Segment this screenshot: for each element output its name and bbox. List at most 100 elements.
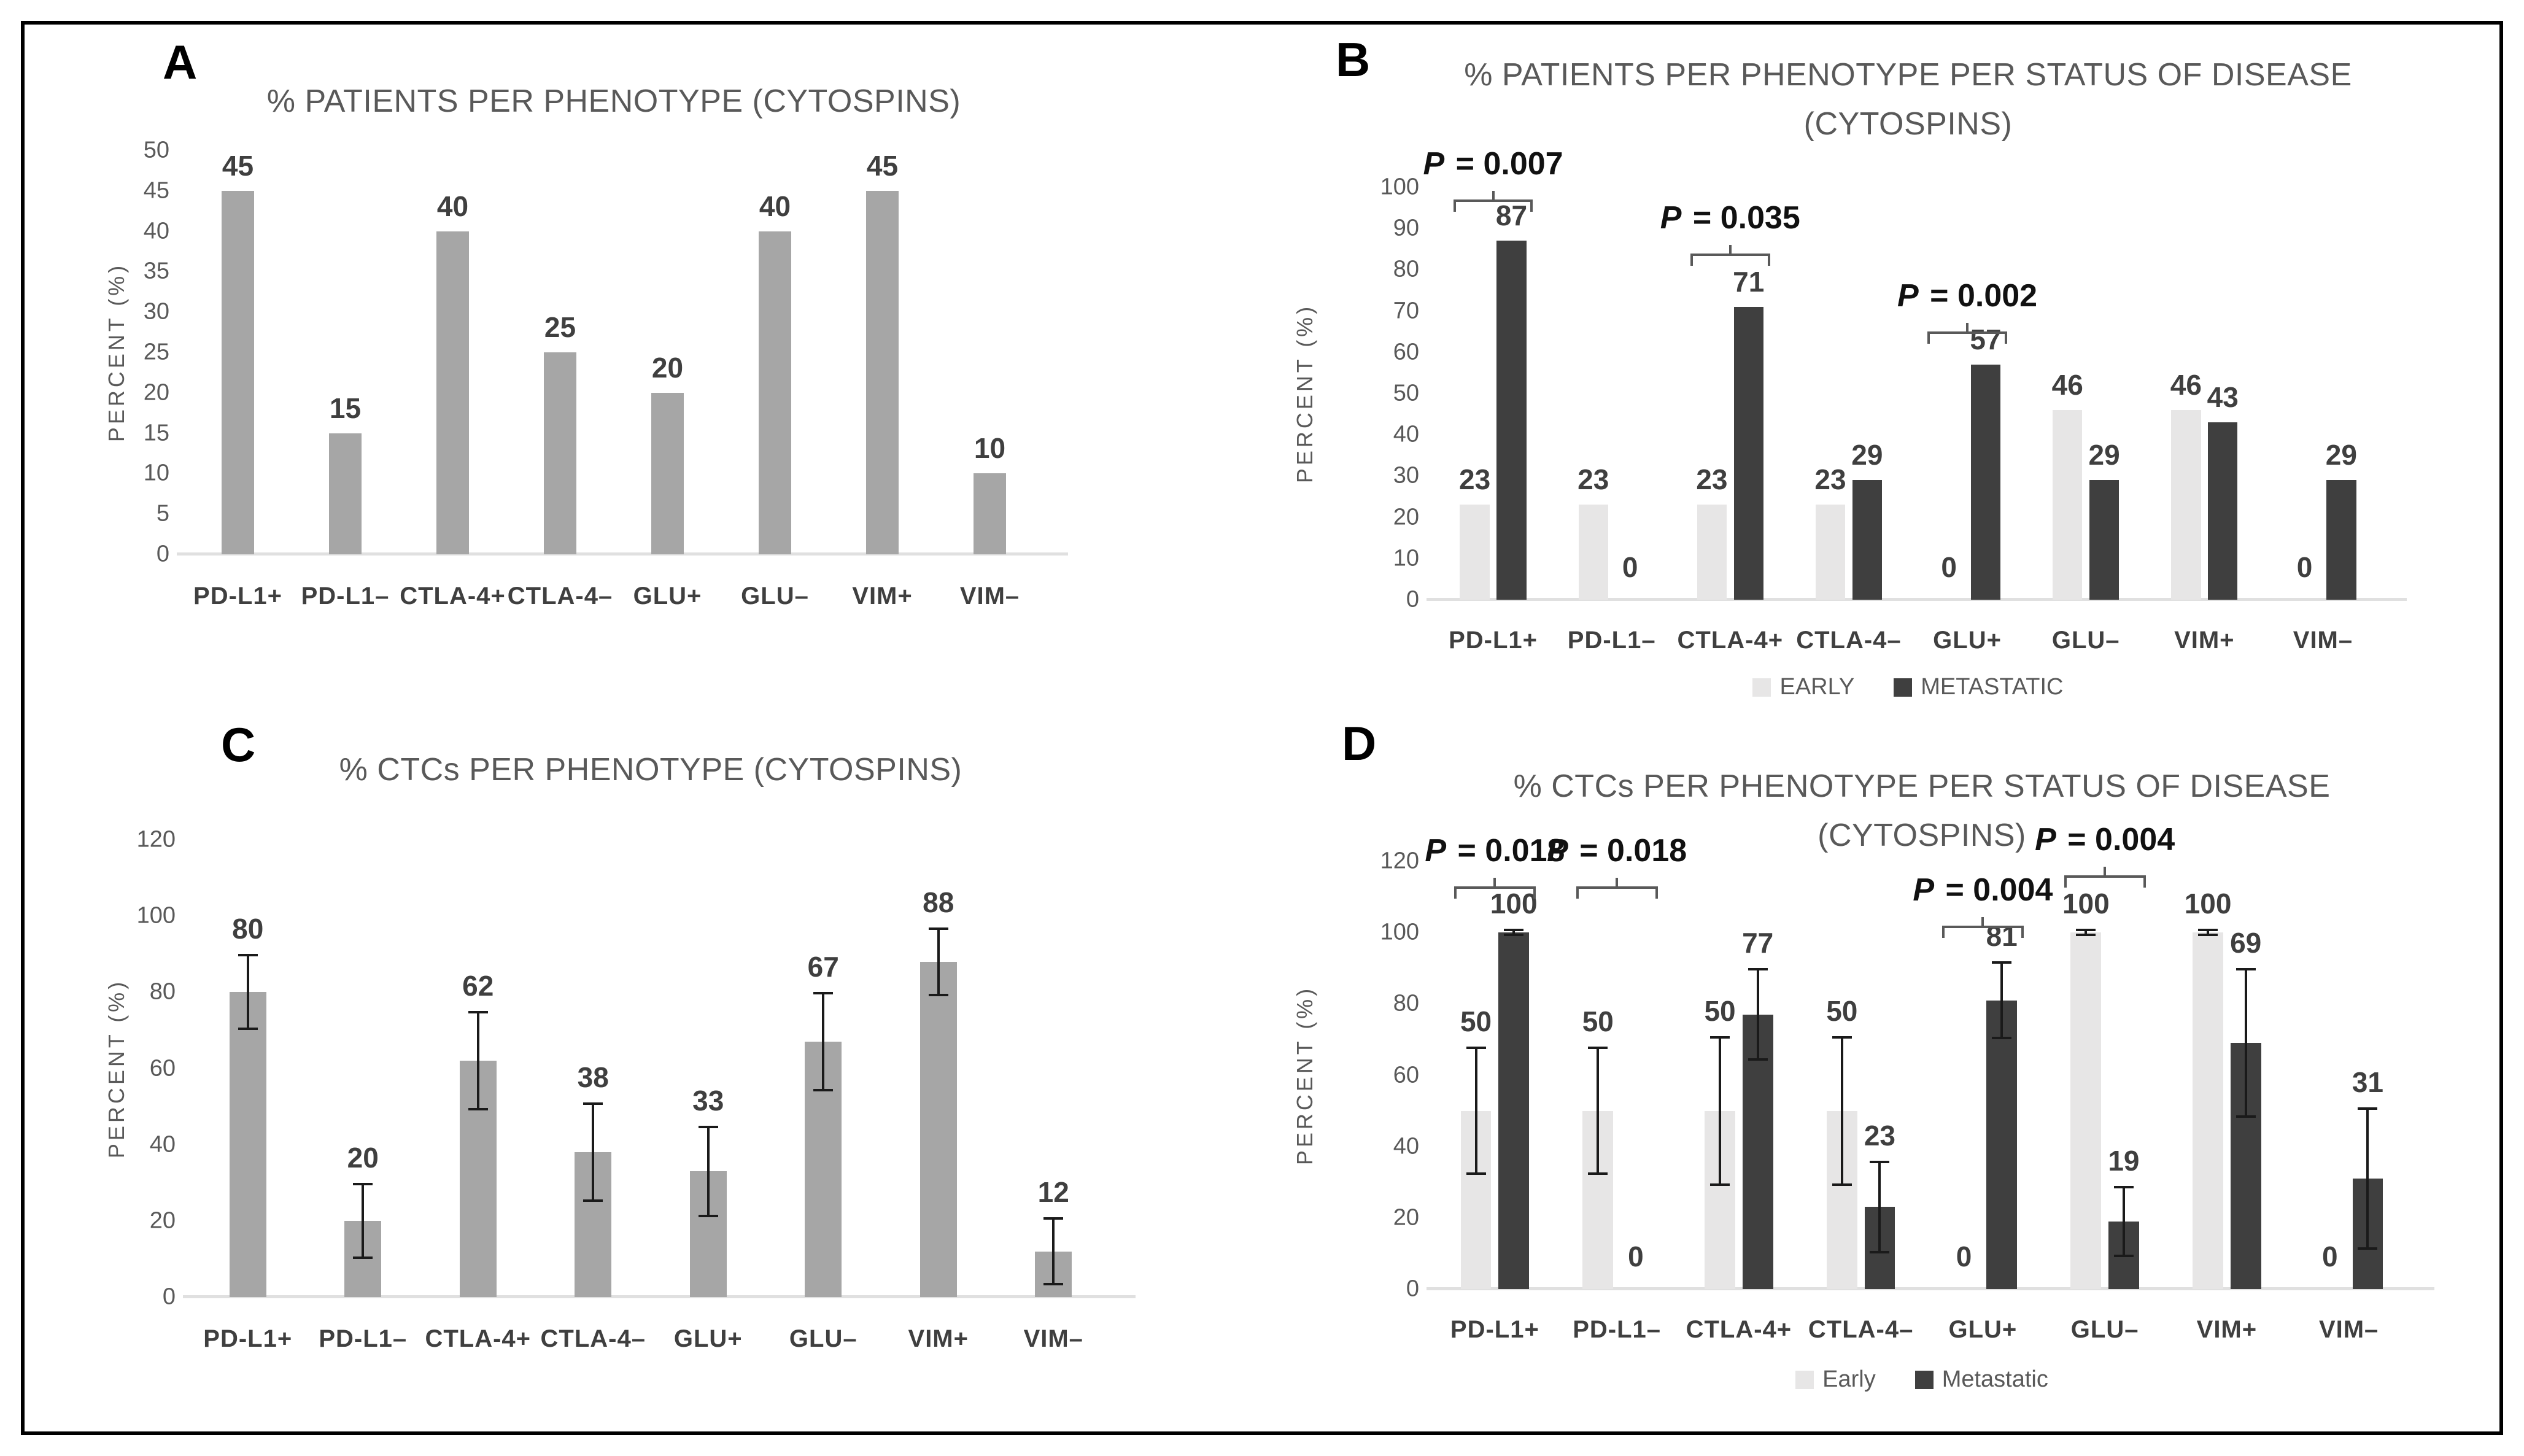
x-tick-label: VIM+ xyxy=(908,1325,969,1352)
panel-letter-a: A xyxy=(163,35,198,89)
bar-metastatic xyxy=(1852,480,1882,600)
bar-early xyxy=(2171,409,2201,600)
y-tick-label: 40 xyxy=(149,1131,176,1158)
bar-early xyxy=(1460,505,1490,600)
value-label: 29 xyxy=(2325,439,2357,471)
legend-label: Early xyxy=(1822,1366,1876,1392)
error-bar xyxy=(2000,961,2003,1040)
bar xyxy=(651,392,684,554)
value-label: 0 xyxy=(1956,1241,1972,1272)
x-tick-label: GLU+ xyxy=(1948,1316,2018,1343)
p-italic: P xyxy=(1423,146,1445,182)
x-tick-label: VIM– xyxy=(1023,1325,1083,1352)
y-tick-label: 80 xyxy=(149,978,176,1005)
legend-swatch xyxy=(1752,678,1771,697)
x-tick-label: GLU– xyxy=(741,583,809,610)
p-value-bracket xyxy=(1454,877,1536,899)
bar xyxy=(544,352,576,554)
error-bar xyxy=(1878,1160,1881,1253)
error-bar xyxy=(246,954,249,1031)
value-label: 50 xyxy=(1826,994,1858,1027)
bracket-middle-tick xyxy=(2104,867,2107,877)
bracket-middle-tick xyxy=(1616,877,1619,888)
x-tick-label: CTLA-4– xyxy=(507,583,613,610)
y-tick-label: 30 xyxy=(1393,462,1419,489)
error-bar xyxy=(1840,1036,1843,1186)
value-label: 29 xyxy=(2088,439,2120,471)
value-label: 0 xyxy=(1622,551,1638,583)
x-tick-label: CTLA-4– xyxy=(1796,627,1902,654)
bracket-left-tick xyxy=(1941,926,1945,938)
plot-area-d: 0 20 40 60 80 100 120 PD-L1+ 50 100 PD-L1– 50 0 CTLA-… xyxy=(1380,822,2434,1343)
p-value-bracket xyxy=(1690,244,1770,266)
error-bar xyxy=(2085,929,2088,936)
x-tick-label: VIM+ xyxy=(2196,1316,2258,1343)
bar xyxy=(759,231,791,554)
x-tick-label: CTLA-4– xyxy=(1808,1316,1914,1343)
chart-title-line: % CTCs PER PHENOTYPE PER STATUS OF DISEA… xyxy=(1513,769,2331,804)
value-label: 45 xyxy=(222,149,254,182)
value-label: 57 xyxy=(1970,323,2002,355)
y-tick-label: 0 xyxy=(1406,1276,1419,1302)
p-italic: P xyxy=(1660,199,1682,236)
value-label: 38 xyxy=(577,1061,609,1094)
p-value-label: P = 0.002 xyxy=(1897,278,2038,314)
legend-d: Early Metastatic xyxy=(1434,1366,2410,1393)
p-value-label: P = 0.018 xyxy=(1547,832,1687,869)
y-tick-label: 10 xyxy=(1393,545,1419,571)
error-bar xyxy=(592,1102,595,1202)
p-value-bracket xyxy=(1941,916,2024,938)
y-tick-label: 0 xyxy=(162,1284,176,1310)
bracket-middle-tick xyxy=(1493,877,1496,888)
y-tick-label: 40 xyxy=(1393,421,1419,447)
bar xyxy=(436,231,469,554)
value-label: 100 xyxy=(1490,888,1538,920)
p-italic: P xyxy=(2035,822,2056,858)
x-tick-label: VIM– xyxy=(2293,627,2353,654)
chart-title-a: % PATIENTS PER PHENOTYPE (CYTOSPINS) xyxy=(184,77,1043,126)
p-value-label: P = 0.004 xyxy=(2035,822,2175,858)
y-tick-label: 5 xyxy=(156,500,169,527)
x-tick-label: VIM+ xyxy=(2174,627,2235,654)
bar xyxy=(329,433,362,554)
legend-item: Early xyxy=(1795,1366,1876,1393)
legend-swatch xyxy=(1795,1370,1814,1389)
value-label: 33 xyxy=(692,1084,724,1117)
bracket-left-tick xyxy=(1576,887,1579,899)
plot-area-a: 0 5 10 15 20 25 30 35 40 45 50 PD-L1+ 45 PD-L1– 15 CTLA… xyxy=(144,137,1068,610)
y-tick-label: 40 xyxy=(1393,1133,1419,1160)
x-tick-label: GLU+ xyxy=(673,1325,743,1352)
bracket-right-tick xyxy=(1530,201,1533,212)
p-value-label: P = 0.018 xyxy=(1425,832,1565,869)
chart-title-c: % CTCs PER PHENOTYPE (CYTOSPINS) xyxy=(190,745,1111,794)
error-bar xyxy=(1756,968,1759,1061)
y-tick-label: 25 xyxy=(143,339,169,365)
bracket-middle-tick xyxy=(1728,244,1732,255)
bar-early xyxy=(1697,505,1727,600)
y-tick-label: 70 xyxy=(1393,298,1419,324)
x-axis-line xyxy=(183,1295,1136,1298)
x-tick-label: CTLA-4+ xyxy=(425,1325,532,1352)
p-italic: P xyxy=(1897,278,1919,314)
y-tick-label: 0 xyxy=(1406,586,1419,613)
value-label: 15 xyxy=(329,392,362,424)
bar-early xyxy=(2193,932,2223,1289)
bar-early xyxy=(2053,409,2083,600)
y-tick-label: 30 xyxy=(143,298,169,325)
bar-metastatic xyxy=(1498,932,1530,1289)
value-label: 87 xyxy=(1495,199,1528,232)
panel-letter-c: C xyxy=(221,718,256,772)
y-tick-label: 0 xyxy=(156,541,169,567)
error-bar xyxy=(476,1011,479,1110)
error-bar xyxy=(1512,929,1516,936)
bracket-left-tick xyxy=(2064,877,2067,888)
x-tick-label: PD-L1+ xyxy=(193,583,282,610)
bar xyxy=(974,473,1006,554)
value-label: 10 xyxy=(974,432,1006,465)
value-label: 69 xyxy=(2230,927,2262,959)
value-label: 46 xyxy=(2170,368,2202,401)
value-label: 77 xyxy=(1742,927,1774,959)
chart-title-line: % PATIENTS PER PHENOTYPE PER STATUS OF D… xyxy=(1464,57,2352,93)
value-label: 0 xyxy=(1941,551,1957,583)
value-label: 12 xyxy=(1037,1175,1069,1208)
